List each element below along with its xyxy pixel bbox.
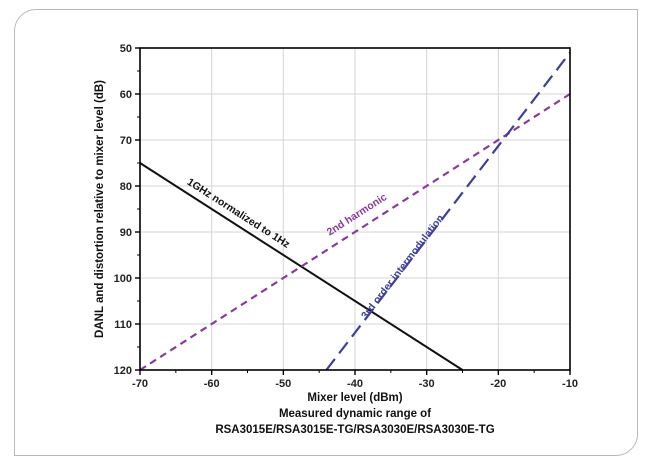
x-tick-label: -20 (490, 378, 506, 390)
series-line-2nd-harmonic (139, 93, 571, 371)
y-axis-title: DANL and distortion relative to mixer le… (94, 80, 106, 338)
y-tick-label: 90 (120, 227, 132, 239)
series-label-3rd-order: 3rd order intermodulation (359, 212, 447, 321)
x-tick-label: -70 (132, 378, 148, 390)
caption-line-1: Measured dynamic range of (279, 408, 431, 420)
x-tick-label: -60 (204, 378, 220, 390)
axis-ticks: -70 -60 -50 -40 -30 -20 -10 50 60 70 80 90 100 110 120 (114, 43, 578, 390)
x-tick-label: -30 (419, 378, 435, 390)
x-tick-label: -40 (347, 378, 363, 390)
x-axis-title: Mixer level (dBm) (307, 392, 402, 404)
x-tick-label: -10 (562, 378, 578, 390)
y-tick-label: 100 (114, 273, 132, 285)
y-tick-label: 50 (120, 43, 132, 55)
y-tick-label: 120 (114, 365, 132, 377)
series-lines (139, 51, 571, 371)
series-line-3rd-order (325, 51, 571, 371)
x-tick-label: -50 (275, 378, 291, 390)
y-tick-label: 60 (120, 89, 132, 101)
y-tick-label: 110 (114, 319, 132, 331)
series-line-danl (139, 162, 464, 371)
y-tick-label: 80 (120, 181, 132, 193)
series-label-danl: 1GHz normalized to 1Hz (185, 176, 292, 251)
y-tick-label: 70 (120, 135, 132, 147)
caption-line-2: RSA3015E/RSA3015E-TG/RSA3030E/RSA3030E-T… (215, 424, 494, 436)
